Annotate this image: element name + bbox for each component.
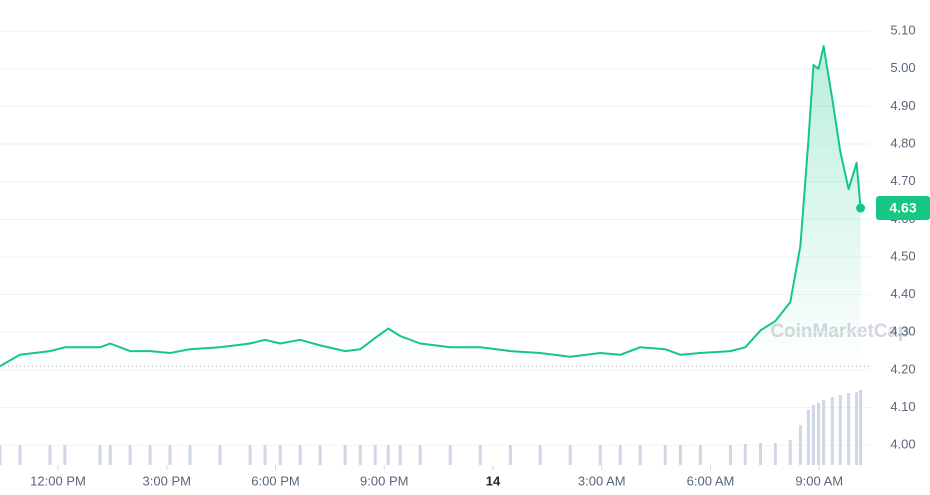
x-tick-label: 9:00 AM <box>795 473 843 488</box>
volume-bar <box>817 403 821 465</box>
volume-bar <box>358 445 362 465</box>
volume-bar <box>663 445 667 465</box>
x-tick-label: 3:00 PM <box>143 473 191 488</box>
volume-bar <box>798 425 802 465</box>
volume-bar <box>478 445 482 465</box>
volume-bar <box>318 445 322 465</box>
volume-bar <box>618 445 622 465</box>
volume-bar <box>108 445 112 465</box>
y-tick-label: 4.10 <box>890 399 915 414</box>
volume-bar <box>343 445 347 465</box>
volume-bar <box>218 445 222 465</box>
x-tick-label: 12:00 PM <box>30 473 86 488</box>
volume-bar <box>63 445 67 465</box>
volume-bar <box>248 445 252 465</box>
volume-bar <box>398 445 402 465</box>
volume-bar <box>855 392 859 465</box>
volume-bar <box>278 445 282 465</box>
last-point <box>856 203 866 213</box>
y-tick-label: 4.30 <box>890 324 915 339</box>
x-tick-label: 6:00 PM <box>251 473 299 488</box>
x-tick-label: 6:00 AM <box>687 473 735 488</box>
volume-bar <box>373 445 377 465</box>
price-badge-label: 4.63 <box>889 200 916 216</box>
volume-bar <box>788 440 792 465</box>
volume-bar <box>773 443 777 465</box>
volume-bar <box>298 445 302 465</box>
volume-bar <box>822 400 826 465</box>
volume-bar <box>859 390 863 465</box>
y-tick-label: 4.40 <box>890 286 915 301</box>
volume-bar <box>448 445 452 465</box>
volume-bar <box>847 393 851 465</box>
y-tick-label: 4.50 <box>890 248 915 263</box>
volume-bar <box>263 445 267 465</box>
volume-bar <box>386 445 390 465</box>
volume-bar <box>830 397 834 465</box>
volume-bar <box>168 445 172 465</box>
volume-bar <box>806 410 810 465</box>
volume-bar <box>48 445 52 465</box>
price-line <box>0 45 862 367</box>
y-tick-label: 4.70 <box>890 173 915 188</box>
volume-bar <box>743 444 747 465</box>
x-tick-label: 3:00 AM <box>578 473 626 488</box>
volume-bar <box>568 445 572 465</box>
volume-bar <box>0 445 2 465</box>
price-area <box>0 46 861 367</box>
volume-bar <box>188 445 192 465</box>
y-tick-label: 4.80 <box>890 135 915 150</box>
volume-bar <box>148 445 152 465</box>
volume-bar <box>759 443 763 465</box>
price-badge <box>876 196 930 221</box>
volume-bar <box>678 445 682 465</box>
y-tick-label: 5.10 <box>890 23 915 38</box>
volume-bar <box>538 445 542 465</box>
x-tick-label: 9:00 PM <box>360 473 408 488</box>
volume-bar <box>418 445 422 465</box>
y-tick-label: 4.90 <box>890 98 915 113</box>
volume-bar <box>508 445 512 465</box>
volume-bar <box>98 445 102 465</box>
volume-bar <box>698 445 702 465</box>
volume-bar <box>728 445 732 465</box>
volume-bar <box>638 445 642 465</box>
volume-bar <box>598 445 602 465</box>
y-tick-label: 4.00 <box>890 437 915 452</box>
volume-bar <box>838 395 842 465</box>
x-tick-label: 14 <box>486 473 501 488</box>
y-tick-label: 4.20 <box>890 361 915 376</box>
volume-bar <box>18 445 22 465</box>
volume-bar <box>811 405 815 465</box>
y-tick-label: 5.00 <box>890 60 915 75</box>
volume-bar <box>128 445 132 465</box>
